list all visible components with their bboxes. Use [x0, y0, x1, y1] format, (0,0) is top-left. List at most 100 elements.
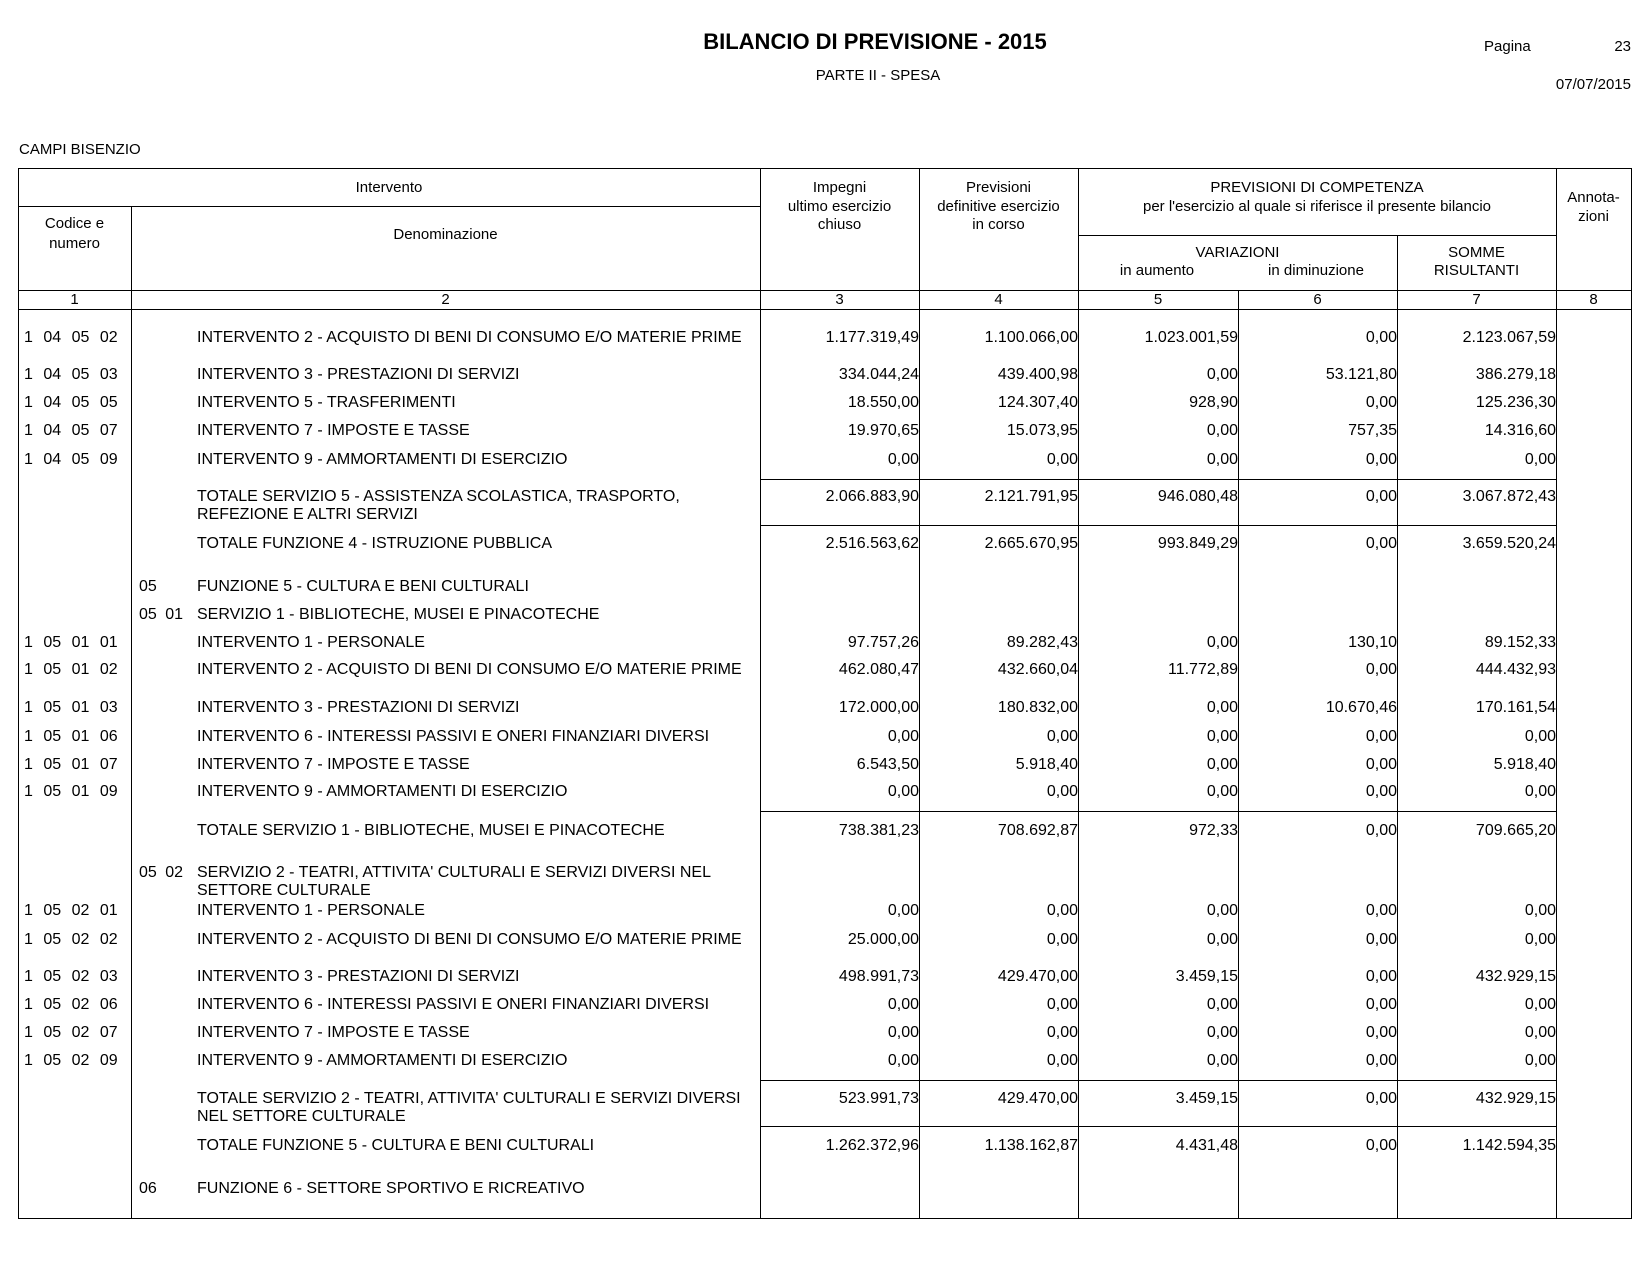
row-code: 1 05 01 03: [24, 699, 118, 716]
amount: 0,00: [1046, 728, 1078, 745]
amount: 0,00: [1206, 783, 1238, 800]
amount: 89.152,33: [1484, 634, 1556, 651]
amount: 0,00: [1365, 1090, 1397, 1107]
header-cell: RISULTANTI: [1433, 262, 1520, 279]
amount: 432.929,15: [1475, 1090, 1556, 1107]
header-cell: PREVISIONI DI COMPETENZA: [1210, 179, 1424, 196]
amount: 0,00: [1046, 451, 1078, 468]
row-description: TOTALE FUNZIONE 5 - CULTURA E BENI CULTU…: [197, 1137, 595, 1154]
row-description: TOTALE SERVIZIO 2 - TEATRI, ATTIVITA' CU…: [197, 1090, 741, 1125]
amount: 0,00: [1365, 661, 1397, 678]
amount: 0,00: [1365, 488, 1397, 505]
rule-line: [760, 525, 1556, 526]
amount: 0,00: [1524, 902, 1556, 919]
rule-line: [760, 811, 1556, 812]
amount: 25.000,00: [847, 931, 919, 948]
amount: 180.832,00: [997, 699, 1078, 716]
amount: 2.121.791,95: [984, 488, 1078, 505]
rule-line: [760, 1126, 1556, 1127]
amount: 2.665.670,95: [984, 535, 1078, 552]
header-cell: Annota-: [1567, 189, 1620, 206]
rule-line: [760, 1080, 1556, 1081]
header-cell: Codice e: [44, 215, 105, 232]
row-description: INTERVENTO 5 - TRASFERIMENTI: [197, 394, 456, 411]
header-cell: VARIAZIONI: [1195, 244, 1280, 261]
amount: 0,00: [1206, 366, 1238, 383]
entity: CAMPI BISENZIO: [19, 141, 141, 158]
header-cell: per l'esercizio al quale si riferisce il…: [1142, 198, 1492, 215]
amount: 0,00: [1524, 996, 1556, 1013]
header-cell: SOMME: [1448, 244, 1505, 261]
amount: 432.929,15: [1475, 968, 1556, 985]
amount: 0,00: [1046, 783, 1078, 800]
amount: 993.849,29: [1157, 535, 1238, 552]
header-cell: chiuso: [817, 216, 862, 233]
header-cell: ultimo esercizio: [787, 198, 892, 215]
row-code: 1 04 05 09: [24, 451, 118, 468]
amount: 0,00: [1365, 1137, 1397, 1154]
row-section: 05 01: [139, 606, 184, 623]
amount: 1.142.594,35: [1462, 1137, 1556, 1154]
amount: 0,00: [887, 1052, 919, 1069]
header-cell: numero: [49, 235, 100, 252]
amount: 0,00: [1524, 451, 1556, 468]
row-description: INTERVENTO 9 - AMMORTAMENTI DI ESERCIZIO: [197, 783, 568, 800]
amount: 172.000,00: [838, 699, 919, 716]
header-cell: in corso: [972, 216, 1025, 233]
amount: 19.970,65: [847, 422, 919, 439]
amount: 1.100.066,00: [984, 329, 1078, 346]
amount: 757,35: [1348, 422, 1397, 439]
amount: 130,10: [1348, 634, 1397, 651]
amount: 334.044,24: [838, 366, 919, 383]
row-description: SERVIZIO 1 - BIBLIOTECHE, MUSEI E PINACO…: [197, 606, 600, 623]
row-code: 1 04 05 05: [24, 394, 118, 411]
amount: 124.307,40: [997, 394, 1078, 411]
amount: 0,00: [1206, 634, 1238, 651]
rule-line: [1631, 168, 1632, 1218]
column-number: 7: [1472, 291, 1481, 308]
rule-line: [18, 168, 1631, 169]
amount: 429.470,00: [997, 968, 1078, 985]
row-description: TOTALE SERVIZIO 1 - BIBLIOTECHE, MUSEI E…: [197, 822, 665, 839]
row-description: INTERVENTO 3 - PRESTAZIONI DI SERVIZI: [197, 968, 520, 985]
header-cell: Impegni: [812, 179, 867, 196]
row-code: 1 05 02 06: [24, 996, 118, 1013]
row-description: INTERVENTO 3 - PRESTAZIONI DI SERVIZI: [197, 699, 520, 716]
amount: 0,00: [887, 451, 919, 468]
amount: 0,00: [1365, 728, 1397, 745]
row-description: INTERVENTO 7 - IMPOSTE E TASSE: [197, 756, 470, 773]
row-description: INTERVENTO 1 - PERSONALE: [197, 902, 425, 919]
row-description: INTERVENTO 2 - ACQUISTO DI BENI DI CONSU…: [197, 661, 742, 678]
amount: 0,00: [1206, 756, 1238, 773]
column-number: 1: [70, 291, 79, 308]
row-description: INTERVENTO 2 - ACQUISTO DI BENI DI CONSU…: [197, 931, 742, 948]
amount: 0,00: [1046, 902, 1078, 919]
row-code: 1 04 05 07: [24, 422, 118, 439]
column-number: 8: [1589, 291, 1598, 308]
amount: 18.550,00: [847, 394, 919, 411]
amount: 1.177.319,49: [825, 329, 919, 346]
amount: 97.757,26: [847, 634, 919, 651]
rule-line: [760, 168, 761, 1218]
row-section: 05: [139, 578, 157, 595]
amount: 170.161,54: [1475, 699, 1556, 716]
row-description: INTERVENTO 3 - PRESTAZIONI DI SERVIZI: [197, 366, 520, 383]
row-description: INTERVENTO 2 - ACQUISTO DI BENI DI CONSU…: [197, 329, 742, 346]
amount: 0,00: [1365, 451, 1397, 468]
column-number: 4: [994, 291, 1003, 308]
row-code: 1 05 02 09: [24, 1052, 118, 1069]
row-code: 1 05 01 06: [24, 728, 118, 745]
amount: 0,00: [887, 728, 919, 745]
page-label: Pagina: [1484, 38, 1531, 55]
amount: 11.772,89: [1168, 661, 1238, 678]
rule-line: [1078, 168, 1079, 1218]
amount: 3.659.520,24: [1462, 535, 1556, 552]
amount: 2.123.067,59: [1462, 329, 1556, 346]
amount: 0,00: [1046, 1024, 1078, 1041]
rule-line: [1238, 290, 1239, 1218]
column-number: 6: [1313, 291, 1322, 308]
amount: 2.066.883,90: [825, 488, 919, 505]
row-code: 1 05 01 02: [24, 661, 118, 678]
amount: 498.991,73: [838, 968, 919, 985]
